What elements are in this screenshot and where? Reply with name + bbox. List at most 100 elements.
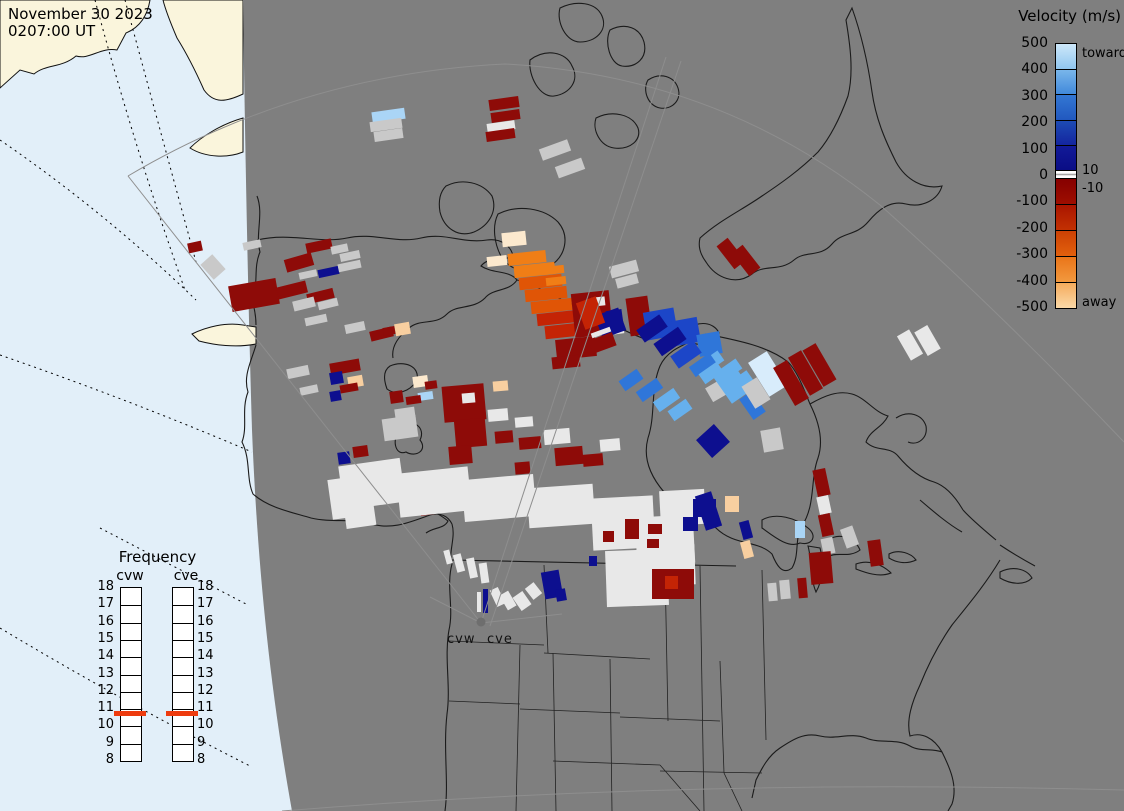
- velocity-cell: [667, 398, 693, 422]
- velocity-cell: [725, 496, 739, 512]
- frequency-scale-tick: 11: [197, 700, 214, 716]
- colorbar-tick-label: 300: [1021, 87, 1048, 104]
- velocity-cell: [329, 358, 361, 376]
- colorbar-tick-label: 400: [1021, 61, 1048, 78]
- graticule-dotted: [0, 0, 253, 767]
- velocity-cell: [653, 326, 687, 357]
- velocity-cell: [554, 157, 586, 179]
- colorbar-segment: [1056, 281, 1076, 308]
- velocity-cell: [389, 390, 404, 404]
- frequency-bar-cell-line: [121, 639, 141, 641]
- velocity-cell: [588, 332, 617, 354]
- frequency-bar-cell-line: [173, 726, 193, 728]
- colorbar-toward-label: toward: [1082, 46, 1124, 61]
- velocity-cell: [443, 549, 453, 565]
- velocity-cell: [820, 536, 836, 556]
- velocity-cell: [286, 364, 310, 380]
- fov-graticule-lines: [127, 56, 1124, 811]
- velocity-cell: [485, 128, 516, 142]
- velocity-cell: [808, 551, 834, 585]
- colorbar-segment: [1056, 94, 1076, 120]
- velocity-cell: [518, 436, 542, 450]
- velocity-cell: [816, 494, 832, 516]
- frequency-scale-tick: 15: [97, 630, 114, 646]
- velocity-cell: [369, 117, 403, 133]
- velocity-cell: [452, 553, 466, 573]
- velocity-cell: [543, 427, 571, 446]
- colorbar-segment: [1056, 203, 1076, 230]
- velocity-cell: [582, 453, 604, 467]
- colorbar-segment: [1056, 169, 1076, 178]
- radar-site-dot: [476, 617, 486, 627]
- frequency-scale-tick: 12: [97, 682, 114, 698]
- velocity-cell: [514, 416, 534, 428]
- velocity-cell: [329, 370, 344, 386]
- frequency-scale-tick: 13: [97, 665, 114, 681]
- colorbar-tick-label: 0: [1039, 167, 1048, 183]
- velocity-colorbar: [1055, 43, 1077, 309]
- velocity-cell: [395, 466, 473, 518]
- velocity-cell: [501, 230, 527, 248]
- velocity-cell: [538, 139, 572, 161]
- velocity-cell: [343, 503, 377, 529]
- velocity-cell: [405, 394, 422, 406]
- frequency-panel-title: Frequency: [118, 548, 197, 566]
- velocity-cell: [683, 517, 698, 531]
- frequency-column-label-cve: cve: [173, 568, 199, 584]
- velocity-cell: [779, 579, 791, 600]
- time-label: 0207:00 UT: [8, 22, 96, 40]
- velocity-cell: [748, 351, 788, 397]
- frequency-scale-tick: 15: [197, 630, 214, 646]
- frequency-bar-cell-line: [173, 622, 193, 624]
- velocity-cell: [738, 520, 754, 540]
- colorbar-tick-label: 500: [1021, 35, 1048, 51]
- velocity-cell: [283, 252, 315, 273]
- velocity-cell: [292, 296, 316, 312]
- velocity-cell: [608, 259, 640, 279]
- velocity-cell: [696, 424, 730, 458]
- colorbar-tick-label: 200: [1021, 114, 1048, 131]
- velocity-cell: [698, 361, 724, 385]
- map-radar-label-cvw: cvw: [447, 632, 476, 647]
- velocity-cell: [867, 539, 884, 567]
- velocity-cell: [417, 390, 434, 402]
- velocity-cell: [494, 430, 514, 444]
- frequency-bar-cell-line: [173, 743, 193, 745]
- velocity-cell: [492, 380, 509, 392]
- velocity-cell: [477, 592, 481, 612]
- colorbar-segment: [1056, 119, 1076, 145]
- velocity-cell: [200, 254, 226, 280]
- frequency-bar-cell-line: [173, 691, 193, 693]
- colorbar-segment: [1056, 144, 1076, 170]
- velocity-cell: [590, 326, 612, 339]
- velocity-cell: [554, 445, 584, 467]
- map-radar-label-cve: cve: [487, 632, 513, 647]
- velocity-cell: [499, 590, 517, 611]
- velocity-cell: [741, 377, 771, 409]
- velocity-cell: [665, 576, 678, 589]
- velocity-cell: [424, 380, 438, 390]
- colorbar-segment: [1056, 44, 1076, 70]
- velocity-cell: [615, 273, 639, 289]
- velocity-cell: [337, 451, 351, 465]
- velocity-cell: [648, 524, 662, 534]
- velocity-cell: [461, 473, 537, 523]
- velocity-cell: [670, 340, 702, 369]
- velocity-cell: [524, 582, 543, 600]
- frequency-scale-tick: 14: [197, 648, 214, 664]
- velocity-cell: [512, 591, 532, 611]
- velocity-cell: [337, 259, 362, 273]
- frequency-scale-tick: 16: [197, 613, 214, 629]
- frequency-marker-cvw: [114, 710, 146, 716]
- frequency-bar-cell-line: [173, 674, 193, 676]
- frequency-bar-cell-line: [121, 622, 141, 624]
- colorbar-title: Velocity (m/s): [1018, 7, 1121, 25]
- velocity-cell: [760, 427, 784, 453]
- frequency-bar-cell-line: [173, 709, 193, 711]
- frequency-scale-tick: 17: [97, 596, 114, 612]
- colorbar-segment: [1056, 177, 1076, 204]
- velocity-cell: [339, 382, 359, 394]
- velocity-cell: [228, 278, 280, 312]
- colorbar-away-label: away: [1082, 295, 1117, 310]
- velocity-cell: [489, 586, 506, 608]
